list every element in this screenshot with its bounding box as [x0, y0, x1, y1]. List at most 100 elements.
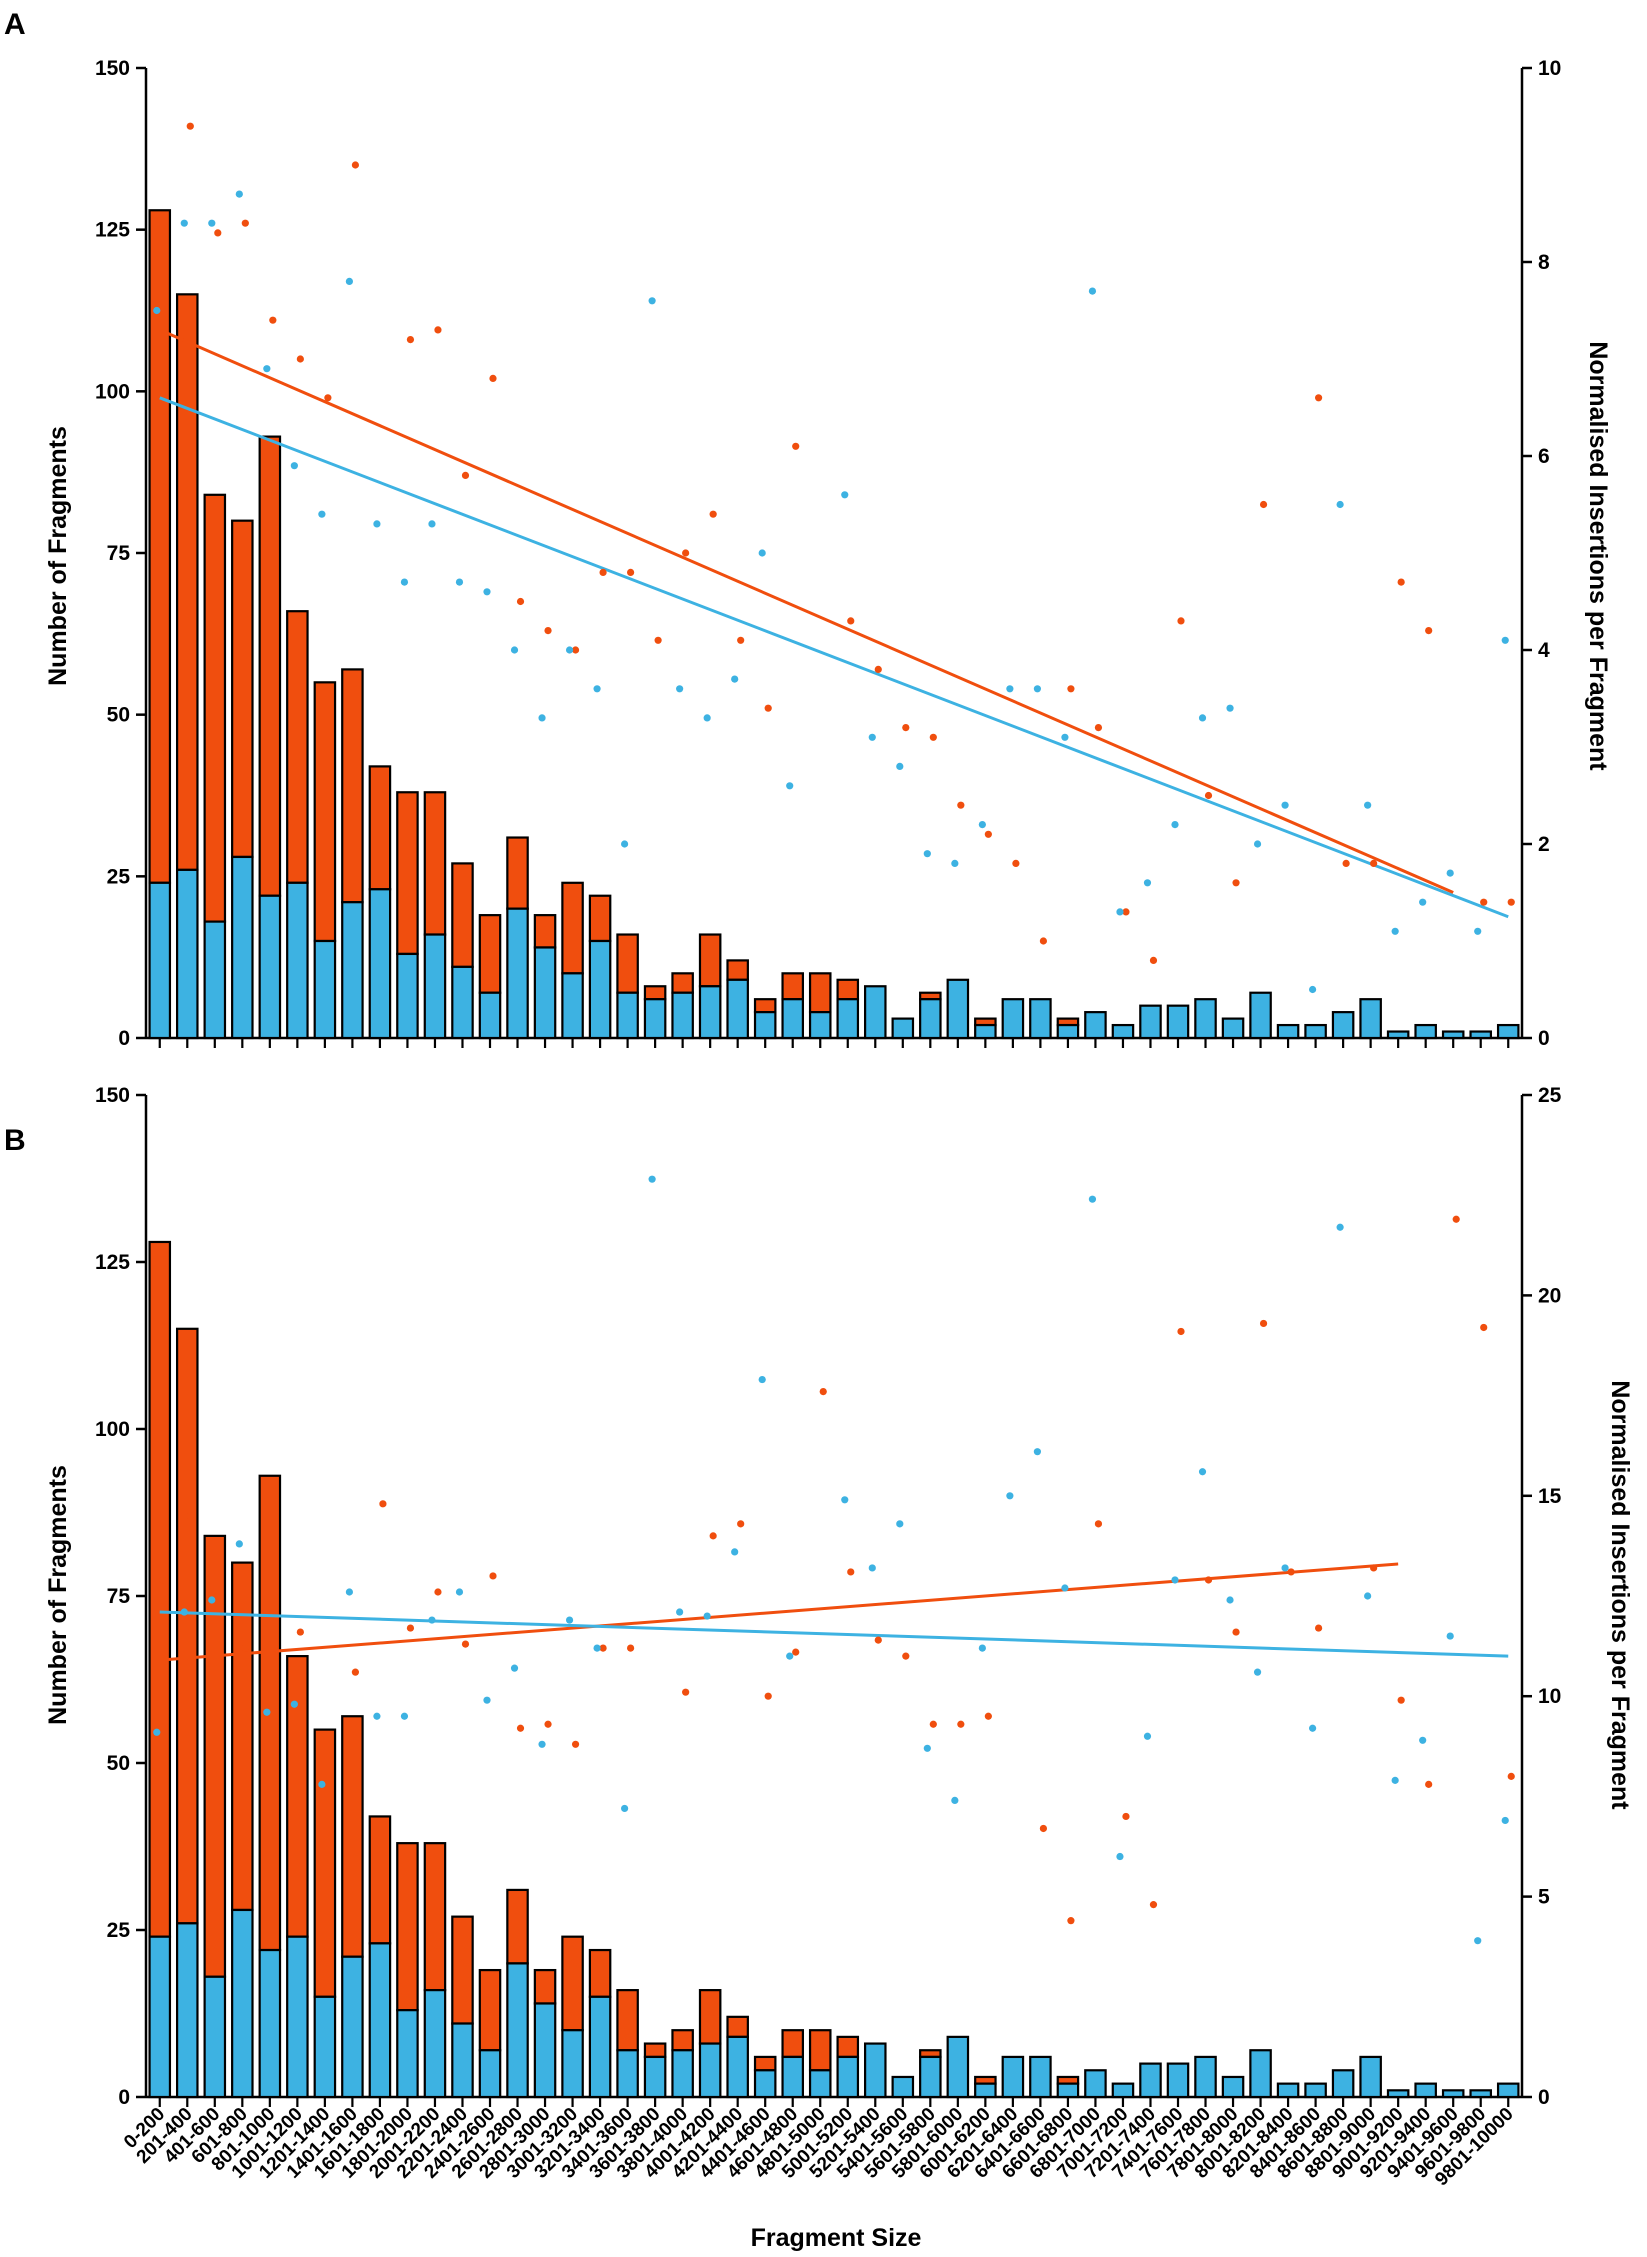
bar-orange-3001-3200 [561, 881, 584, 975]
scatter-point-blue [345, 277, 353, 285]
left-tick-label: 150 [95, 57, 130, 80]
scatter-point-blue [868, 1564, 876, 1572]
bar-orange-4401-4600 [753, 2055, 777, 2072]
scatter-point-blue [1336, 1223, 1344, 1231]
bar-orange-401-600 [203, 1534, 227, 1978]
scatter-point-orange [214, 229, 222, 237]
bar-blue-4401-4600 [753, 1011, 777, 1040]
scatter-point-blue [1474, 927, 1482, 935]
scatter-point-orange [489, 1572, 497, 1580]
right-tick-label: 8 [1538, 251, 1550, 274]
scatter-point-blue [703, 714, 711, 722]
scatter-point-blue [318, 510, 326, 518]
scatter-point-blue [565, 1616, 574, 1624]
scatter-point-orange [1122, 908, 1130, 916]
right-tick-label: 0 [1538, 1027, 1550, 1050]
scatter-point-orange [406, 1624, 415, 1632]
scatter-point-blue [1391, 927, 1399, 935]
scatter-point-blue [923, 1744, 931, 1752]
scatter-point-orange [241, 1644, 249, 1652]
scatter-point-blue [1226, 704, 1234, 712]
bar-orange-4001-4200 [698, 933, 722, 988]
scatter-point-blue [758, 1375, 766, 1384]
scatter-point-orange [1397, 1696, 1405, 1704]
scatter-point-blue [483, 1696, 491, 1704]
scatter-point-orange [351, 161, 359, 169]
scatter-point-blue [1061, 733, 1069, 741]
right-tick-label: 10 [1538, 57, 1561, 80]
bar-blue-9601-9800 [1469, 2089, 1493, 2099]
scatter-point-orange [957, 1720, 965, 1728]
scatter-point-blue [951, 1796, 959, 1805]
bar-blue-9401-9600 [1441, 2089, 1465, 2099]
bar-orange-1401-1600 [341, 668, 364, 904]
bar-orange-201-400 [175, 1327, 199, 1925]
bar-blue-3201-3400 [588, 1995, 612, 2099]
scatter-point-orange [847, 1568, 855, 1576]
scatter-point-orange [544, 1720, 552, 1728]
panel-a-letter: A [4, 8, 26, 41]
bar-blue-1001-1200 [286, 1935, 309, 2099]
scatter-point-blue [1088, 287, 1097, 295]
scatter-point-orange [269, 1680, 277, 1688]
scatter-point-blue [978, 821, 986, 829]
scatter-point-orange [599, 1644, 607, 1652]
scatter-point-orange [1039, 1824, 1047, 1833]
bar-blue-2801-3000 [533, 2002, 557, 2099]
bar-blue-7201-7400 [1139, 2062, 1162, 2099]
bar-blue-8601-8800 [1331, 2069, 1355, 2099]
bar-orange-4201-4400 [726, 959, 749, 981]
scatter-point-blue [923, 850, 931, 858]
bar-blue-3201-3400 [588, 939, 612, 1040]
bar-orange-5001-5200 [836, 978, 860, 1001]
panel-b-left-axis-title: Number of Fragments [44, 1465, 72, 1725]
scatter-point-orange [1067, 685, 1075, 693]
scatter-point-orange [1204, 791, 1213, 800]
scatter-point-orange [957, 801, 965, 809]
scatter-point-orange [764, 704, 772, 712]
scatter-point-orange [461, 1640, 470, 1648]
bar-orange-3401-3600 [616, 1989, 639, 2052]
bar-blue-2201-2400 [451, 965, 474, 1040]
scatter-point-blue [1364, 801, 1372, 809]
bar-blue-1201-1400 [313, 1995, 337, 2099]
scatter-point-orange [709, 1532, 717, 1540]
scatter-point-orange [627, 1644, 635, 1652]
scatter-point-orange [682, 1688, 690, 1696]
scatter-point-blue [676, 1608, 684, 1616]
scatter-point-orange [434, 326, 442, 334]
scatter-point-orange [1149, 956, 1158, 965]
scatter-point-blue [841, 491, 849, 499]
scatter-point-orange [461, 471, 470, 479]
scatter-point-orange [544, 627, 552, 635]
bar-blue-3401-3600 [616, 2049, 639, 2099]
panel-b-x-tick-labels: 0-200201-400401-600601-800801-10001001-1… [120, 2104, 1518, 2191]
scatter-point-orange [1480, 898, 1488, 906]
scatter-point-orange [792, 442, 800, 450]
scatter-point-blue [1281, 1564, 1289, 1572]
bar-blue-3601-3800 [643, 998, 667, 1040]
bar-orange-3401-3600 [616, 933, 639, 994]
scatter-point-blue [676, 685, 684, 693]
bar-blue-4001-4200 [698, 985, 722, 1040]
scatter-point-blue [1501, 1816, 1509, 1825]
bar-orange-4801-5000 [808, 2029, 832, 2072]
scatter-point-orange [324, 394, 332, 402]
bar-orange-201-400 [175, 293, 199, 871]
bar-blue-2401-2600 [478, 991, 502, 1040]
scatter-point-orange [599, 568, 607, 577]
bar-blue-2001-2200 [423, 933, 447, 1040]
bar-blue-6601-6800 [1056, 1023, 1080, 1040]
bar-blue-4201-4400 [726, 2035, 749, 2099]
panel-a-trend-lines [159, 328, 1509, 919]
scatter-point-orange [1315, 1624, 1323, 1632]
bar-blue-8401-8600 [1304, 1023, 1327, 1040]
bar-orange-2001-2200 [423, 1842, 447, 1992]
bar-blue-8001-8200 [1249, 2049, 1272, 2099]
bar-orange-2801-3000 [533, 1968, 557, 2005]
bar-orange-1801-2000 [396, 1842, 419, 2012]
bar-blue-5001-5200 [836, 2055, 860, 2099]
left-tick-label: 125 [95, 1251, 130, 1274]
scatter-point-orange [1259, 1319, 1268, 1328]
bar-blue-4201-4400 [726, 978, 749, 1040]
